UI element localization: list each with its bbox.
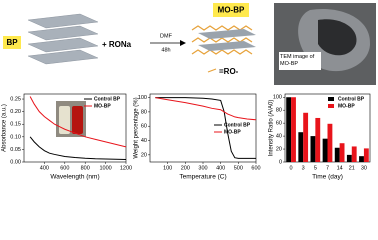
bar xyxy=(303,112,309,162)
x-tick-label: 14 xyxy=(337,165,343,171)
plot-frame xyxy=(23,93,127,163)
x-tick-label: 800 xyxy=(81,165,90,171)
scheme: BP + RONa DMF 48h MO-BP =RO- TEM ima xyxy=(3,3,376,85)
y-tick-label: 0.25 xyxy=(10,96,21,102)
series-line xyxy=(29,96,127,148)
legend-label: Control BP xyxy=(94,96,121,102)
x-tick-label: 21 xyxy=(349,165,355,171)
x-tick-label: 30 xyxy=(361,165,367,171)
arrow-head xyxy=(180,40,186,46)
bar xyxy=(359,156,364,162)
y-axis-title: Weight percentage (%) xyxy=(134,97,140,158)
x-tick-label: 300 xyxy=(198,165,207,171)
x-tick-label: 600 xyxy=(251,165,260,171)
bar xyxy=(351,146,357,162)
group-label: =RO- xyxy=(219,67,239,76)
product-label: MO-BP xyxy=(218,6,245,15)
y-tick-label: 0.05 xyxy=(10,147,21,153)
series-line xyxy=(29,136,127,160)
ro-legend-mark xyxy=(207,68,217,73)
tem-flake-dark xyxy=(318,19,357,56)
y-tick-label: 20 xyxy=(141,152,147,158)
x-tick-label: 100 xyxy=(163,165,172,171)
bar xyxy=(291,97,296,162)
bar xyxy=(327,123,333,162)
y-tick-label: 40 xyxy=(141,138,147,144)
y-tick-label: 0.20 xyxy=(10,109,21,115)
time: 48h xyxy=(161,47,170,53)
x-tick-label: 5 xyxy=(314,165,317,171)
legend-label: MO-BP xyxy=(94,103,111,109)
x-tick-label: 500 xyxy=(234,165,243,171)
y-tick-label: 60 xyxy=(276,121,282,127)
x-tick-label: 200 xyxy=(181,165,190,171)
x-axis-title: Temperature (C) xyxy=(179,174,226,181)
tem-caption: TEM image of MO-BP xyxy=(280,54,315,67)
bar xyxy=(339,143,345,162)
bar xyxy=(286,97,292,162)
reagent: + RONa xyxy=(102,40,132,49)
series-line xyxy=(155,97,257,121)
bar xyxy=(322,138,328,162)
x-tick-label: 600 xyxy=(60,165,69,171)
mo-bp-structure xyxy=(191,25,253,55)
bar xyxy=(298,132,304,162)
figure: BP + RONa DMF 48h MO-BP =RO- TEM ima xyxy=(2,3,376,181)
y-tick-label: 0.00 xyxy=(10,159,21,165)
y-tick-label: 100 xyxy=(138,95,147,101)
legend-label: Control BP xyxy=(338,96,365,102)
y-axis-title: Absorbance (a.u.) xyxy=(2,104,8,152)
legend-swatch xyxy=(328,104,334,108)
y-axis-title: Intensity Ratio (A/A0) xyxy=(269,100,275,157)
vial-control xyxy=(59,106,70,134)
legend-swatch xyxy=(328,97,334,101)
y-tick-label: 60 xyxy=(141,124,147,130)
y-tick-label: 0 xyxy=(279,159,282,165)
bar xyxy=(310,136,316,162)
tem-caption-holder: TEM image of MO-BP xyxy=(280,54,315,67)
mo-bp-sheets xyxy=(198,29,256,51)
x-axis-title: Time (day) xyxy=(312,174,343,181)
y-tick-label: 0.15 xyxy=(10,122,21,128)
y-tick-label: 40 xyxy=(276,134,282,140)
bar xyxy=(315,117,321,162)
bp-box xyxy=(3,36,21,49)
x-tick-label: 400 xyxy=(40,165,49,171)
y-tick-label: 0.10 xyxy=(10,134,21,140)
legend-label: Control BP xyxy=(224,122,251,128)
bar xyxy=(363,148,369,162)
y-tick-label: 100 xyxy=(273,95,282,101)
solvent: DMF xyxy=(160,33,173,39)
uv-inset xyxy=(56,101,86,137)
bar xyxy=(346,154,352,162)
tem-caption-box xyxy=(279,52,321,70)
x-tick-label: 7 xyxy=(326,165,329,171)
y-tick-label: 20 xyxy=(276,147,282,153)
y-tick-label: 80 xyxy=(141,109,147,115)
bp-label: BP xyxy=(6,38,18,47)
x-tick-label: 3 xyxy=(302,165,305,171)
legend-label: MO-BP xyxy=(224,129,241,135)
x-axis-title: Wavelength (nm) xyxy=(50,174,99,181)
vial-mo-bp xyxy=(72,106,83,134)
bp-layers xyxy=(27,13,99,65)
x-tick-label: 400 xyxy=(216,165,225,171)
mo-bp-box xyxy=(213,3,249,17)
x-tick-label: 0 xyxy=(290,165,293,171)
x-tick-label: 1200 xyxy=(120,165,132,171)
legend-label: MO-BP xyxy=(338,103,355,109)
x-tick-label: 1000 xyxy=(99,165,111,171)
y-tick-label: 80 xyxy=(276,108,282,114)
bar xyxy=(334,147,340,162)
